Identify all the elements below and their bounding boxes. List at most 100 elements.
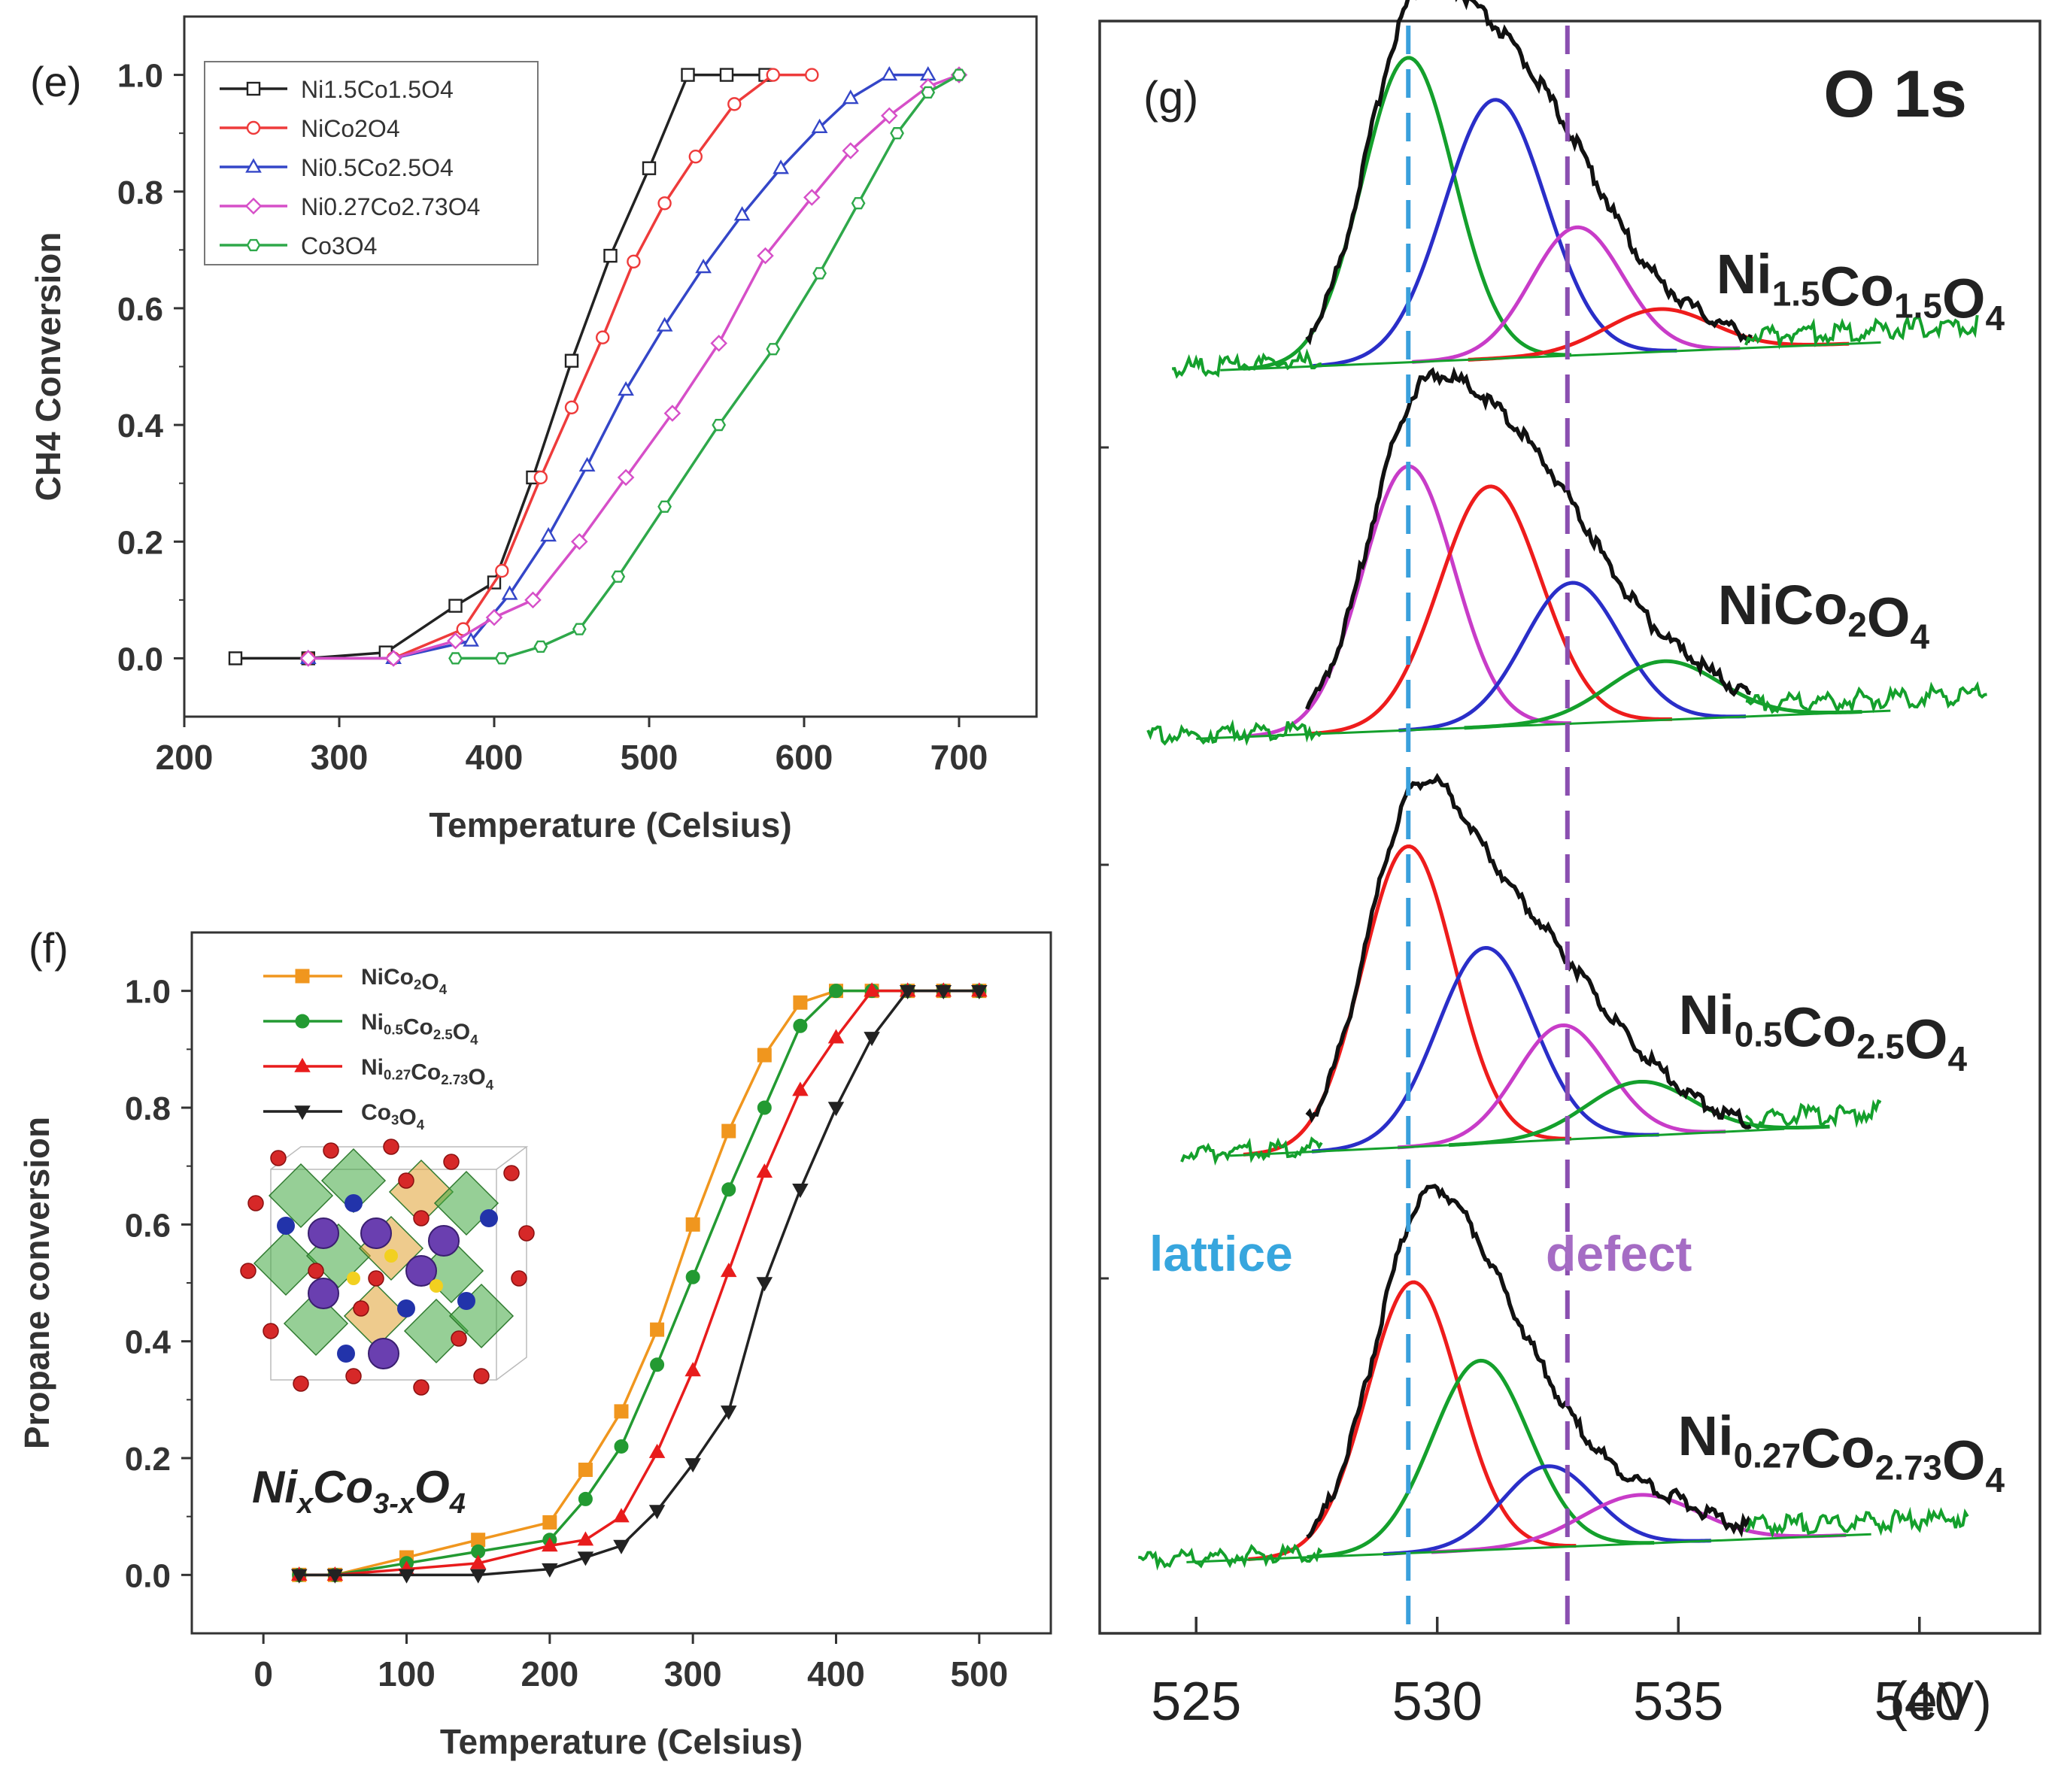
fit-component bbox=[1248, 1280, 1577, 1561]
label-part: Ni bbox=[361, 1055, 384, 1080]
data-point bbox=[656, 317, 673, 332]
data-point bbox=[564, 353, 579, 368]
xps-spectrum: Ni1.5Co1.5O4 bbox=[1171, 0, 2005, 379]
cation-atom bbox=[337, 1345, 355, 1363]
data-point bbox=[890, 127, 904, 140]
x-axis-label: Temperature (Celsius) bbox=[440, 1722, 803, 1761]
tetrahedral-atom bbox=[308, 1217, 339, 1249]
spectrum-label: Ni1.5Co1.5O4 bbox=[1717, 243, 2005, 338]
label-subscript: 0.5 bbox=[1735, 1014, 1783, 1054]
data-point bbox=[246, 81, 261, 96]
raw-data-tail bbox=[1745, 681, 1987, 714]
data-point bbox=[611, 570, 626, 583]
data-point bbox=[757, 1048, 772, 1063]
measured-envelope bbox=[1306, 1184, 1753, 1539]
oxygen-atom bbox=[398, 1172, 414, 1189]
raw-data-tail bbox=[1744, 1506, 1969, 1539]
x-tick-label: 400 bbox=[466, 738, 524, 777]
data-point bbox=[684, 1458, 701, 1473]
fit-component bbox=[1311, 945, 1659, 1154]
reference-line-label: defect bbox=[1546, 1226, 1692, 1281]
oxygen-atom bbox=[413, 1210, 430, 1227]
fit-component bbox=[1383, 1464, 1711, 1557]
y-tick-label: 0.8 bbox=[125, 1090, 171, 1127]
data-point bbox=[733, 206, 751, 221]
oxygen-atom bbox=[308, 1263, 324, 1279]
oxygen-atom bbox=[353, 1300, 369, 1317]
data-point bbox=[935, 984, 952, 1000]
data-point bbox=[618, 381, 634, 396]
data-point bbox=[881, 107, 898, 125]
data-point bbox=[921, 86, 936, 99]
cation-atom bbox=[457, 1292, 475, 1310]
x-tick-label: 500 bbox=[621, 738, 678, 777]
cation-atom bbox=[345, 1194, 363, 1212]
fit-component bbox=[1468, 307, 1850, 362]
chart-title: O 1s bbox=[1823, 56, 1967, 131]
oxygen-atom bbox=[503, 1165, 520, 1181]
data-point bbox=[228, 651, 243, 666]
y-tick-label: 0.2 bbox=[125, 1441, 171, 1478]
fit-component bbox=[1307, 484, 1672, 736]
label-part: Co bbox=[361, 1100, 391, 1125]
label-subscript: 0.5 bbox=[384, 1022, 403, 1038]
data-point bbox=[650, 1322, 665, 1337]
data-point bbox=[657, 500, 672, 513]
octahedron bbox=[283, 1290, 349, 1357]
background-line bbox=[1230, 1127, 1785, 1157]
label-subscript: 2.5 bbox=[433, 1026, 453, 1042]
raw-data-tail bbox=[1744, 314, 1979, 350]
data-point bbox=[494, 652, 509, 665]
label-part: O bbox=[1942, 268, 1986, 330]
x-tick-label: 540 bbox=[1874, 1672, 1965, 1732]
data-point bbox=[685, 1217, 700, 1232]
nickel-atom bbox=[430, 1279, 443, 1293]
x-tick-label: 525 bbox=[1151, 1672, 1241, 1732]
label-part: Ni bbox=[1679, 984, 1735, 1046]
measured-envelope bbox=[1305, 772, 1752, 1129]
label-subscript: 2 bbox=[1847, 605, 1867, 644]
data-point bbox=[792, 1184, 809, 1199]
x-axis-label: (eV) bbox=[1890, 1672, 1992, 1732]
data-point bbox=[469, 1569, 487, 1584]
fit-component bbox=[1431, 1493, 1847, 1554]
data-point bbox=[766, 68, 781, 82]
label-part: O bbox=[1905, 1008, 1948, 1071]
x-axis-label: Temperature (Celsius) bbox=[429, 805, 791, 844]
tetrahedral-atom bbox=[368, 1338, 399, 1369]
cation-atom bbox=[277, 1217, 295, 1235]
data-point bbox=[245, 158, 262, 173]
data-point bbox=[299, 650, 317, 667]
label-subscript: 2.73 bbox=[1875, 1448, 1942, 1487]
data-point bbox=[577, 1551, 594, 1566]
fit-component bbox=[1243, 56, 1571, 371]
chart-g: 525 530 535 540(eV)(g) O 1sNi1.5Co1.5O4NiCo2… bbox=[1098, 0, 2041, 1732]
label-subscript: 2.73 bbox=[441, 1072, 468, 1087]
label-subscript: 1.5 bbox=[1894, 287, 1942, 326]
data-point bbox=[290, 1569, 308, 1584]
data-point bbox=[681, 68, 695, 82]
label-subscript: 1.5 bbox=[1772, 274, 1820, 313]
raw-data-tail bbox=[1146, 719, 1323, 746]
data-point bbox=[719, 68, 734, 82]
x-tick-label: 300 bbox=[311, 738, 369, 777]
data-point bbox=[326, 1569, 344, 1584]
oxygen-atom bbox=[383, 1139, 399, 1155]
data-point bbox=[842, 89, 859, 105]
data-point bbox=[721, 1182, 736, 1197]
data-point bbox=[757, 247, 774, 265]
spectrum-label: Ni0.27Co2.73O4 bbox=[1678, 1405, 2005, 1499]
label-part: Co bbox=[1820, 255, 1894, 317]
oxygen-atom bbox=[263, 1323, 279, 1339]
fit-component bbox=[1307, 1358, 1655, 1559]
y-tick-label: 1.0 bbox=[117, 58, 163, 95]
oxygen-atom bbox=[368, 1270, 384, 1287]
fit-component bbox=[1448, 1079, 1830, 1148]
data-point bbox=[295, 969, 310, 984]
data-point bbox=[495, 563, 509, 578]
tetrahedral-atom bbox=[428, 1225, 460, 1257]
octahedron bbox=[343, 1283, 409, 1349]
cation-atom bbox=[397, 1299, 415, 1317]
data-point bbox=[578, 1491, 593, 1506]
